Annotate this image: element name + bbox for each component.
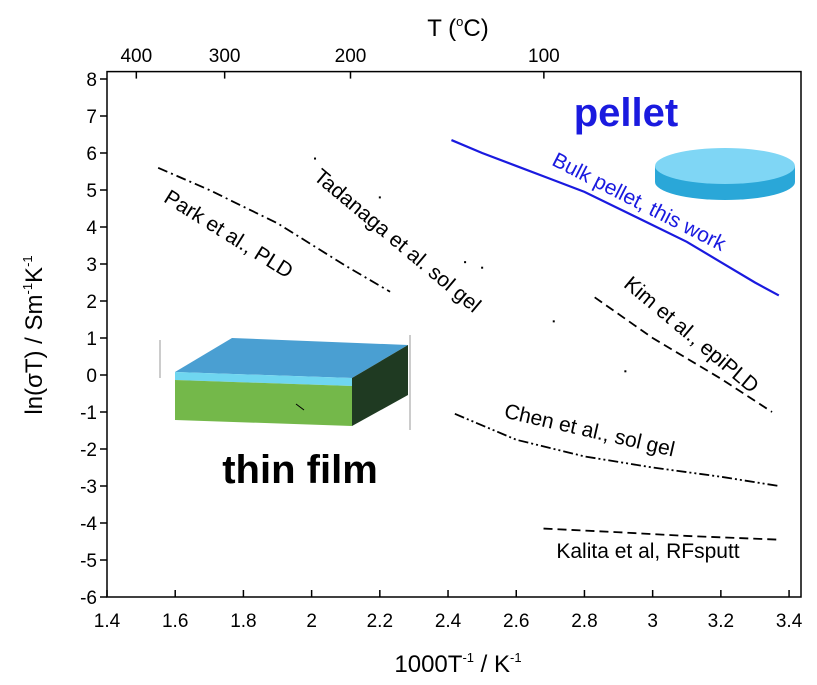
x2-tick-label: 300 — [209, 46, 241, 67]
x-tick-label: 3 — [647, 611, 658, 632]
y-tick-label: -4 — [80, 514, 97, 535]
y-tick-label: 4 — [86, 218, 97, 239]
data-point — [314, 157, 317, 160]
x2-axis-label-part: T ( — [427, 15, 456, 42]
series-label: Kalita et al, RFsputt — [556, 540, 739, 563]
series-line — [454, 413, 779, 487]
series-line — [451, 139, 780, 297]
x-tick-label: 1.6 — [162, 611, 188, 632]
y-tick-label: -3 — [80, 477, 97, 498]
y-axis-label-part: ln(σT) / Sm — [21, 295, 48, 415]
y-tick-label: -2 — [80, 440, 97, 461]
y-tick-label: -6 — [80, 588, 97, 609]
y-tick-label: 7 — [86, 107, 97, 128]
x-tick-label: 1.4 — [94, 611, 121, 632]
pellet-illustration — [655, 148, 795, 200]
x-axis-label: 1000T-1 / K-1 — [394, 650, 521, 678]
y-axis-label-part: K — [21, 267, 48, 283]
series-label: Tadanaga et al. sol gel — [309, 165, 485, 318]
x-tick-label: 2.2 — [367, 611, 393, 632]
y-axis-label-part: -1 — [20, 255, 35, 267]
x-axis-label-part: / K — [474, 651, 510, 678]
x2-axis-label-part: C) — [463, 15, 488, 42]
x-tick-label: 2.4 — [435, 611, 462, 632]
series-label: Kim et al., epiPLD — [619, 272, 763, 398]
y-tick-label: 6 — [86, 144, 97, 165]
x-tick-label: 3.2 — [708, 611, 734, 632]
series-label: Park et al., PLD — [160, 186, 297, 283]
x-tick-label: 3.4 — [776, 611, 803, 632]
y-axis-label: ln(σT) / Sm-1K-1 — [20, 255, 48, 414]
x-tick-label: 1.8 — [230, 611, 256, 632]
annotation: pellet — [574, 91, 678, 135]
x-axis-label-part: -1 — [462, 650, 474, 665]
y-tick-label: 5 — [86, 181, 97, 202]
x2-tick-label: 200 — [335, 46, 367, 67]
y-tick-label: 1 — [86, 329, 97, 350]
y-tick-label: 3 — [86, 255, 97, 276]
x-tick-label: 2.6 — [503, 611, 529, 632]
y-tick-label: 2 — [86, 292, 97, 313]
series-line — [157, 166, 391, 293]
series-line — [594, 296, 773, 413]
y-axis-label-part: -1 — [20, 283, 35, 295]
x-tick-label: 2.8 — [571, 611, 597, 632]
y-tick-label: -1 — [80, 403, 97, 424]
y-tick-label: 0 — [86, 366, 97, 387]
series-line — [543, 527, 779, 541]
plot-frame — [106, 70, 802, 598]
x2-tick-label: 400 — [120, 46, 152, 67]
y-tick-label: 8 — [86, 70, 97, 91]
x-tick-label: 2 — [306, 611, 317, 632]
data-point — [481, 266, 484, 269]
data-point — [624, 370, 627, 373]
data-point — [552, 320, 555, 323]
data-point — [378, 196, 381, 199]
data-point — [464, 261, 467, 264]
x2-tick-label: 100 — [528, 46, 560, 67]
annotation: thin film — [222, 448, 378, 492]
series-label: Chen et al., sol gel — [502, 400, 677, 462]
thin-film-illustration — [159, 335, 411, 430]
y-tick-label: -5 — [80, 551, 97, 572]
x-axis-label-part: 1000T — [394, 651, 462, 678]
x2-axis-label-part: o — [456, 14, 463, 29]
x2-axis-label: T (oC) — [427, 14, 488, 42]
x-axis-label-part: -1 — [510, 650, 522, 665]
